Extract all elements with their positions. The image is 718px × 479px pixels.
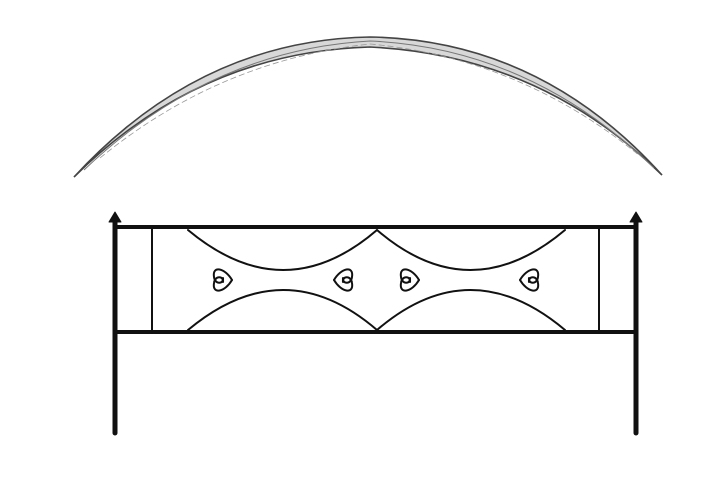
scroll-curl-4 xyxy=(519,268,540,292)
upper-right-arc xyxy=(376,229,566,271)
lower-left-arc xyxy=(187,289,378,331)
curved-metal-arch xyxy=(73,36,663,178)
right-finial xyxy=(629,211,643,223)
scroll-curl-3 xyxy=(399,268,420,292)
wrought-iron-fence-panel xyxy=(108,211,643,436)
lower-right-arc xyxy=(376,289,566,331)
left-finial xyxy=(108,211,122,223)
scroll-curl-1 xyxy=(212,268,233,292)
scroll-curl-2 xyxy=(333,268,354,292)
upper-left-arc xyxy=(187,229,378,271)
